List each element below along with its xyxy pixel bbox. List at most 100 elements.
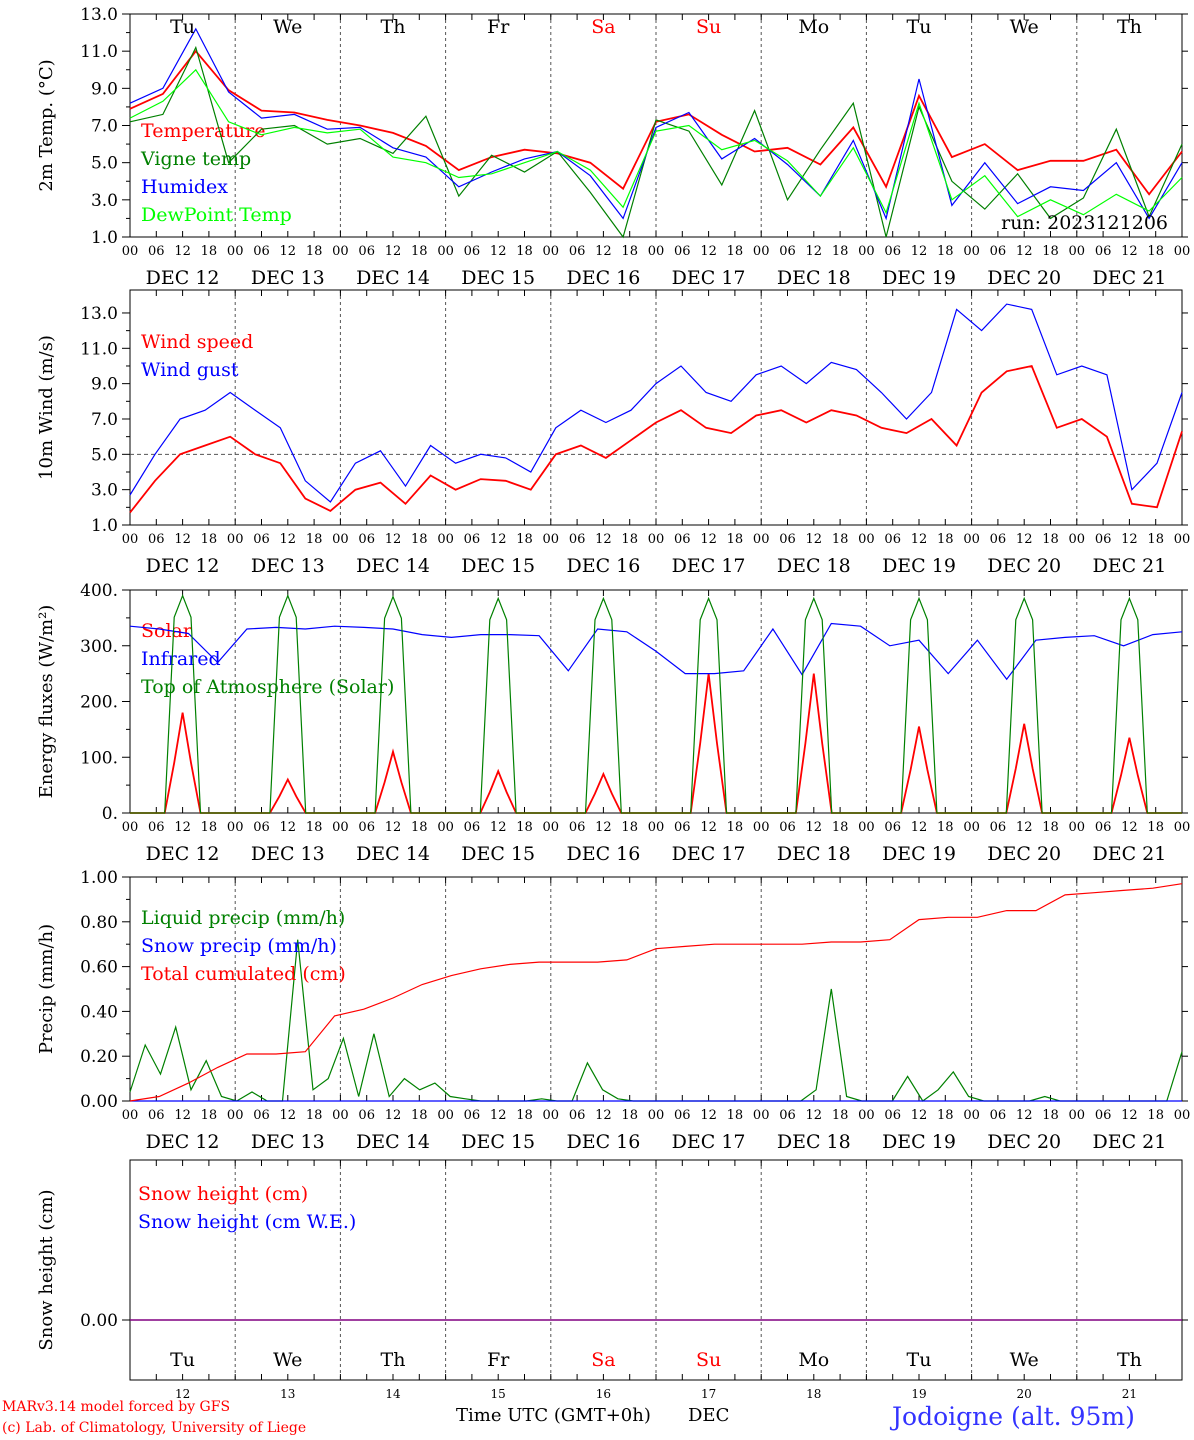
hour-tick-label: 06 xyxy=(464,244,481,259)
hour-tick-label: 12 xyxy=(911,820,928,835)
hour-tick-label: 06 xyxy=(358,820,375,835)
weekday-label-top: We xyxy=(1010,16,1039,38)
panel-1: 1.0 3.0 5.0 7.0 9.0 11.0 13.0 2m Temp. (°C) 00 06… xyxy=(36,5,1190,289)
date-label: DEC 21 xyxy=(1092,555,1166,577)
hour-tick-label: 18 xyxy=(937,532,954,547)
hour-tick-label: 06 xyxy=(779,820,796,835)
hour-tick-label: 00 xyxy=(122,244,139,259)
date-label: DEC 14 xyxy=(356,555,430,577)
hour-tick-label: 18 xyxy=(621,532,638,547)
date-label: DEC 16 xyxy=(566,555,640,577)
weekday-label-bottom: Mo xyxy=(798,1349,829,1371)
hour-tick-label: 00 xyxy=(122,1108,139,1123)
hour-tick-label: 12 xyxy=(1121,244,1138,259)
date-label: DEC 15 xyxy=(461,555,535,577)
hour-tick-label: 18 xyxy=(1042,820,1059,835)
date-label: DEC 12 xyxy=(146,1131,220,1153)
y-tick-label: 0.00 xyxy=(80,1092,118,1112)
weekday-label-bottom: Tu xyxy=(170,1349,195,1371)
hour-tick-label: 06 xyxy=(148,532,165,547)
weekday-label-bottom: Su xyxy=(696,1349,721,1371)
hour-tick-label: 00 xyxy=(648,532,665,547)
hour-tick-label: 06 xyxy=(674,820,691,835)
hour-tick-label: 18 xyxy=(516,820,533,835)
hour-tick-label: 12 xyxy=(911,1108,928,1123)
date-label: DEC 12 xyxy=(146,843,220,865)
y-tick-label: 1.00 xyxy=(80,868,118,888)
location-label: Jodoigne (alt. 95m) xyxy=(892,1402,1135,1431)
hour-tick-label: 06 xyxy=(464,532,481,547)
date-label: DEC 14 xyxy=(356,843,430,865)
hour-tick-label: 12 xyxy=(595,1108,612,1123)
legend-entry: Temperature xyxy=(141,120,265,142)
y-tick-label: 11.0 xyxy=(80,339,118,359)
legend-entry: Liquid precip (mm/h) xyxy=(141,907,345,929)
hour-tick-label: 18 xyxy=(306,1108,323,1123)
y-tick-label: 9.0 xyxy=(91,79,118,99)
hour-tick-label: 06 xyxy=(253,532,270,547)
hour-tick-label: 06 xyxy=(884,820,901,835)
series-line-top-of-atmosphere-solar xyxy=(130,593,1182,814)
hour-tick-label: 06 xyxy=(779,532,796,547)
hour-tick-label: 00 xyxy=(1174,244,1191,259)
hour-tick-label: 12 xyxy=(490,1108,507,1123)
hour-tick-label: 18 xyxy=(1042,532,1059,547)
hour-tick-label: 18 xyxy=(832,820,849,835)
date-label: DEC 19 xyxy=(882,267,956,289)
hour-tick-label: 00 xyxy=(543,820,560,835)
hour-tick-label: 06 xyxy=(990,820,1007,835)
panel-5: 0.00 Snow height (cm) Snow height (cm) Snow… xyxy=(36,1159,1188,1381)
day-number-label: 18 xyxy=(806,1387,821,1401)
date-label: DEC 18 xyxy=(777,1131,851,1153)
hour-tick-label: 18 xyxy=(832,532,849,547)
hour-tick-label: 06 xyxy=(358,532,375,547)
hour-tick-label: 06 xyxy=(148,1108,165,1123)
hour-tick-label: 06 xyxy=(569,1108,586,1123)
hour-tick-label: 12 xyxy=(806,820,823,835)
hour-tick-label: 00 xyxy=(227,1108,244,1123)
weekday-label-top: Su xyxy=(696,16,721,38)
series-line-infrared xyxy=(129,622,1183,681)
hour-tick-label: 12 xyxy=(280,1108,297,1123)
date-label: DEC 12 xyxy=(146,267,220,289)
hour-tick-label: 18 xyxy=(727,1108,744,1123)
hour-tick-label: 06 xyxy=(1095,244,1112,259)
hour-tick-label: 00 xyxy=(963,244,980,259)
hour-tick-label: 00 xyxy=(753,1108,770,1123)
hour-tick-label: 18 xyxy=(201,532,218,547)
hour-tick-label: 00 xyxy=(1069,1108,1086,1123)
hour-tick-label: 06 xyxy=(884,244,901,259)
hour-tick-label: 06 xyxy=(674,532,691,547)
hour-tick-label: 12 xyxy=(174,820,191,835)
hour-tick-label: 18 xyxy=(516,1108,533,1123)
hour-tick-label: 18 xyxy=(411,244,428,259)
date-label: DEC 15 xyxy=(461,1131,535,1153)
hour-tick-label: 00 xyxy=(858,1108,875,1123)
legend-entry: Total cumulated (cm) xyxy=(141,963,346,985)
hour-tick-label: 06 xyxy=(779,1108,796,1123)
hour-tick-label: 18 xyxy=(306,820,323,835)
y-tick-label: 7.0 xyxy=(91,117,118,137)
hour-tick-label: 00 xyxy=(858,244,875,259)
weekday-label-bottom: Sa xyxy=(591,1349,615,1371)
hour-tick-label: 18 xyxy=(937,1108,954,1123)
hour-tick-label: 00 xyxy=(753,244,770,259)
hour-tick-label: 18 xyxy=(621,244,638,259)
panel-4: 0.00 0.20 0.40 0.60 0.80 1.00 Precip (mm/h) 00 0… xyxy=(36,868,1190,1153)
legend-entry: Vigne temp xyxy=(140,148,251,170)
date-label: DEC 21 xyxy=(1092,1131,1166,1153)
hour-tick-label: 18 xyxy=(1147,244,1164,259)
hour-tick-label: 18 xyxy=(201,820,218,835)
y-tick-label: 0.40 xyxy=(80,1002,118,1022)
hour-tick-label: 00 xyxy=(648,1108,665,1123)
date-label: DEC 12 xyxy=(146,555,220,577)
hour-tick-label: 00 xyxy=(227,244,244,259)
hour-tick-label: 06 xyxy=(779,244,796,259)
weekday-label-bottom: Th xyxy=(381,1349,406,1371)
day-number-label: 14 xyxy=(385,1387,401,1401)
hour-tick-label: 12 xyxy=(1016,820,1033,835)
hour-tick-label: 12 xyxy=(911,532,928,547)
hour-tick-label: 00 xyxy=(1069,244,1086,259)
legend-entry: Solar xyxy=(141,620,193,642)
hour-tick-label: 18 xyxy=(832,244,849,259)
